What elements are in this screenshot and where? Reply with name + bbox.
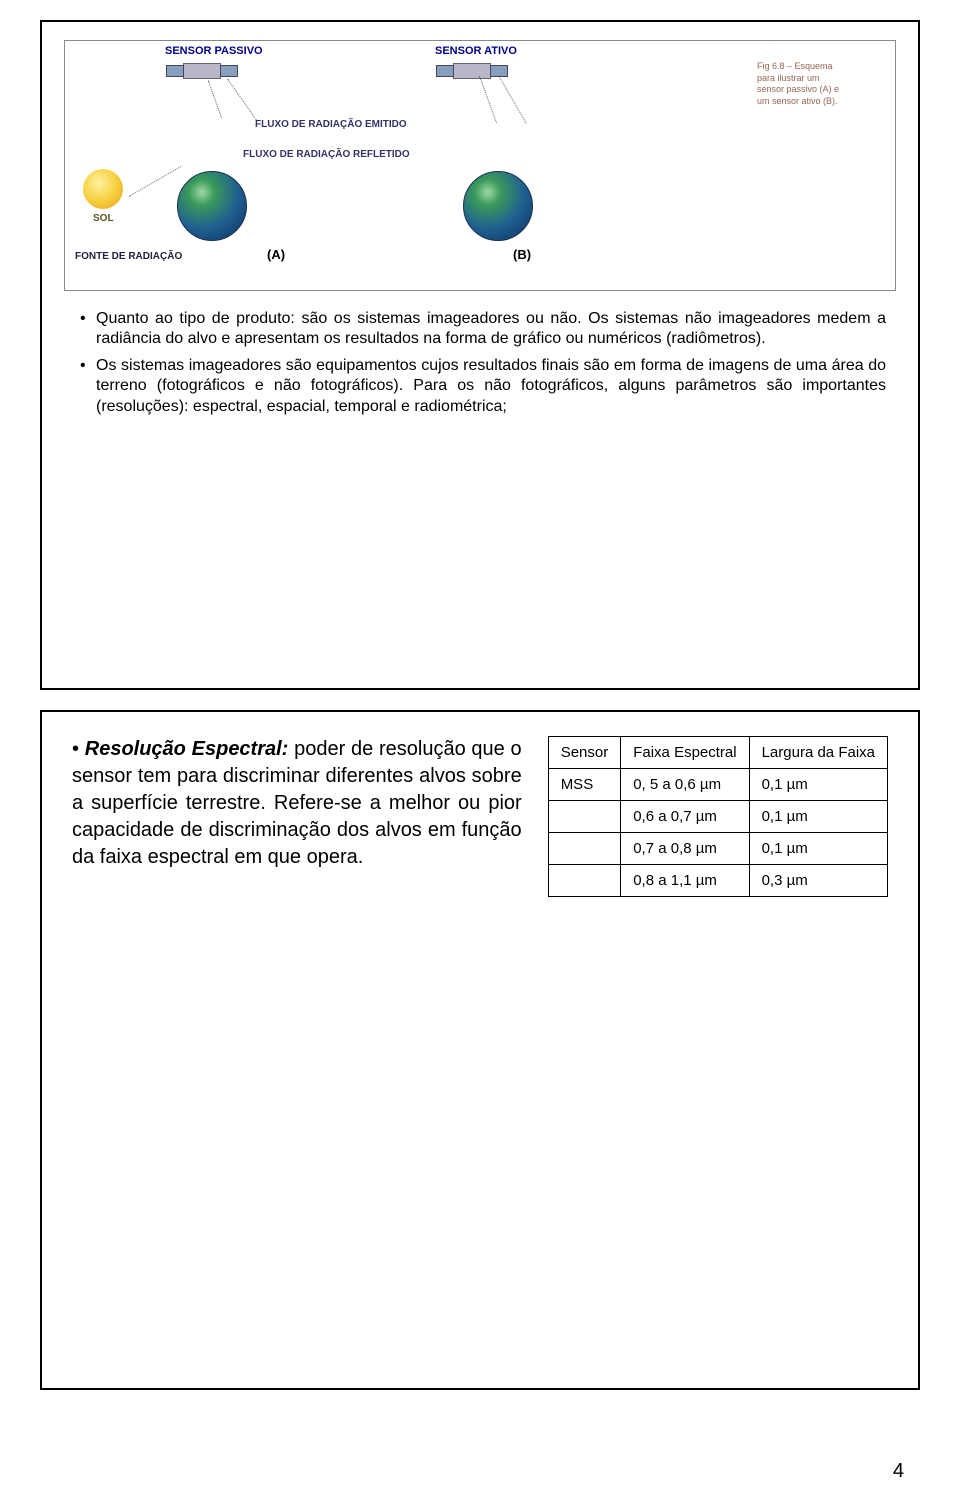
ray-line [479,76,497,123]
cell-faixa: 0,7 a 0,8 µm [621,833,749,865]
satellite-passive-icon [183,63,221,79]
cell-faixa: 0, 5 a 0,6 µm [621,769,749,801]
cell-largura: 0,1 µm [749,833,887,865]
cell-sensor [548,865,621,897]
th-faixa: Faixa Espectral [621,737,749,769]
sun-icon [83,169,123,209]
earth-a-icon [177,171,247,241]
ray-line [227,79,256,121]
sensor-diagram: SENSOR PASSIVO SENSOR ATIVO FLUXO DE RAD… [64,40,896,291]
label-flux-reflected: FLUXO DE RADIAÇÃO REFLETIDO [243,149,410,160]
cell-sensor [548,801,621,833]
label-sensor-passive: SENSOR PASSIVO [165,45,263,57]
label-b: (B) [513,247,531,262]
bullet-2: Os sistemas imageadores são equipamentos… [82,356,886,417]
slide2-row: • Resolução Espectral: poder de resoluçã… [64,730,896,897]
cell-largura: 0,1 µm [749,801,887,833]
table-row: 0,8 a 1,1 µm 0,3 µm [548,865,887,897]
table-header-row: Sensor Faixa Espectral Largura da Faixa [548,737,887,769]
earth-b-icon [463,171,533,241]
bullet-marker: • [72,738,85,760]
cell-sensor: MSS [548,769,621,801]
cell-largura: 0,3 µm [749,865,887,897]
satellite-active-icon [453,63,491,79]
figure-caption: Fig 6.8 – Esquema para ilustrar um senso… [757,61,877,108]
ray-line [208,81,223,119]
table-row: 0,6 a 0,7 µm 0,1 µm [548,801,887,833]
table-row: MSS 0, 5 a 0,6 µm 0,1 µm [548,769,887,801]
caption-line-2: para ilustrar um [757,73,820,83]
spectral-table-wrap: Sensor Faixa Espectral Largura da Faixa … [548,736,888,897]
bullet-list: Quanto ao tipo de produto: são os sistem… [64,309,896,417]
cell-sensor [548,833,621,865]
th-sensor: Sensor [548,737,621,769]
cell-largura: 0,1 µm [749,769,887,801]
cell-faixa: 0,6 a 0,7 µm [621,801,749,833]
ray-line [498,75,526,123]
resolution-text-block: • Resolução Espectral: poder de resoluçã… [72,736,522,871]
spectral-table: Sensor Faixa Espectral Largura da Faixa … [548,736,888,897]
ray-line [129,166,181,197]
caption-line-4: um sensor ativo (B). [757,96,838,106]
page-number: 4 [893,1460,904,1483]
th-largura: Largura da Faixa [749,737,887,769]
slide-1: SENSOR PASSIVO SENSOR ATIVO FLUXO DE RAD… [40,20,920,690]
bullet-1: Quanto ao tipo de produto: são os sistem… [82,309,886,350]
caption-line-3: sensor passivo (A) e [757,84,839,94]
label-sensor-active: SENSOR ATIVO [435,45,517,57]
label-sol: SOL [93,213,114,224]
label-a: (A) [267,247,285,262]
table-row: 0,7 a 0,8 µm 0,1 µm [548,833,887,865]
resolution-title: Resolução Espectral: [85,738,289,760]
label-fonte: FONTE DE RADIAÇÃO [75,251,182,262]
cell-faixa: 0,8 a 1,1 µm [621,865,749,897]
label-flux-emitted: FLUXO DE RADIAÇÃO EMITIDO [255,119,407,130]
slide-2: • Resolução Espectral: poder de resoluçã… [40,710,920,1390]
caption-line-1: Fig 6.8 – Esquema [757,61,833,71]
